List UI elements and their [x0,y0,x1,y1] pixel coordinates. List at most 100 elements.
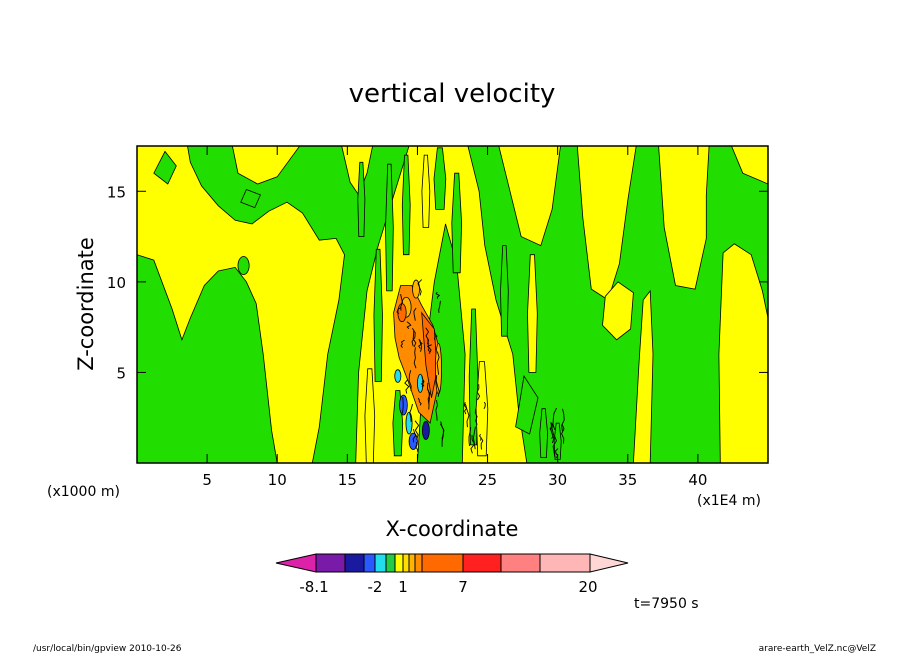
contour-line [404,379,410,394]
chart-title: vertical velocity [349,79,556,109]
downdraft-pocket [394,369,402,383]
contour-line [414,420,420,440]
contour-line [408,370,412,391]
contour-line [435,400,438,421]
colorbar-swatch [344,553,365,573]
contour-line [561,423,565,444]
field-streak [539,408,549,458]
contour-line [550,422,554,439]
y-axis-label: Z-coordinate [74,237,98,371]
downdraft-pocket [421,420,430,440]
y-tick-label: 10 [107,274,126,292]
field-band [718,243,768,463]
x-unit-note: (x1000 m) [47,484,120,500]
contour-line [413,347,417,369]
contour-line [483,401,486,410]
colorbar: -8.1 -2 1 7 20 [275,553,629,596]
contour-line [413,307,417,321]
footer-right: arare-earth_VelZ.nc@VelZ [759,644,876,654]
field-band [602,281,634,341]
velocity-field [137,146,768,463]
contour-line [411,328,416,347]
colorbar-label: -2 [368,578,383,596]
contour-line [412,428,417,443]
contour-line [406,321,412,330]
y-tick-label: 15 [107,183,126,201]
contour-line [472,426,476,450]
colorbar-label: -8.1 [299,578,328,596]
x-tick-label: 40 [688,471,707,489]
contour-line [552,435,557,458]
field-streak [373,248,383,382]
contour-line [433,334,438,341]
contour-line [417,397,422,406]
contour-line [415,442,419,452]
field-streak [500,245,509,337]
contour-line [425,327,430,345]
x-axis: 5 10 15 20 25 30 35 40 [202,146,707,489]
plot-area [136,145,769,464]
contour-line [440,421,445,440]
contour-line [409,403,413,422]
field-band [137,146,345,463]
colorbar-label: 20 [578,578,597,596]
x-tick-label: 25 [478,471,497,489]
convective-core [434,343,442,395]
y-tick-label: 5 [116,364,126,382]
colorbar-swatch [402,553,410,573]
contour-line [400,294,403,311]
contour-line [464,403,470,428]
contour-line [420,380,425,388]
contour-line [436,351,440,375]
contour-line [468,427,472,447]
field-band [153,150,177,185]
contour-line [427,382,430,405]
colorbar-extend-high [589,553,629,573]
field-band [658,146,710,290]
colorbar-swatch [500,553,541,573]
colorbar-swatch [394,553,404,573]
colorbar-swatch [414,553,423,573]
colorbar-label: 7 [458,578,468,596]
contour-line [417,279,423,296]
time-annotation: t=7950 s [634,596,699,612]
contour-line [418,338,423,349]
contour-line [435,375,440,397]
field-streak [451,172,463,274]
x-tick-label: 5 [202,471,212,489]
convective-core [412,279,420,299]
field-streak [421,154,431,228]
footer-left: /usr/local/bin/gpview 2010-10-26 [33,644,182,654]
x-tick-label: 20 [408,471,427,489]
colorbar-swatch [421,553,464,573]
colorbar-swatch [408,553,416,573]
contour-line [476,384,481,401]
plot-frame [136,145,769,464]
colorbar-swatch [539,553,591,573]
x-unit-note-right: (x1E4 m) [697,493,761,509]
colorbar-label: 1 [398,578,408,596]
convective-core [421,311,438,398]
contour-line [474,408,478,425]
downdraft-pocket [405,411,413,435]
field-streak [364,368,376,463]
field-streak [401,154,411,256]
field-band [515,375,539,435]
field-streak [433,147,447,210]
field-streak [527,254,538,373]
field-band [231,146,301,185]
field-band [237,256,250,276]
contour-line [561,408,565,432]
contour-line [419,340,422,352]
contour-line [412,330,417,348]
x-tick-label: 30 [548,471,567,489]
field-band [632,289,654,463]
contour-line [426,388,431,410]
contour-line [555,448,559,459]
y-axis: 5 10 15 [107,183,768,382]
contour-line [400,339,405,348]
field-band [240,188,261,209]
field-band [576,146,637,301]
contour-line [438,300,441,313]
colorbar-swatch [363,553,376,573]
